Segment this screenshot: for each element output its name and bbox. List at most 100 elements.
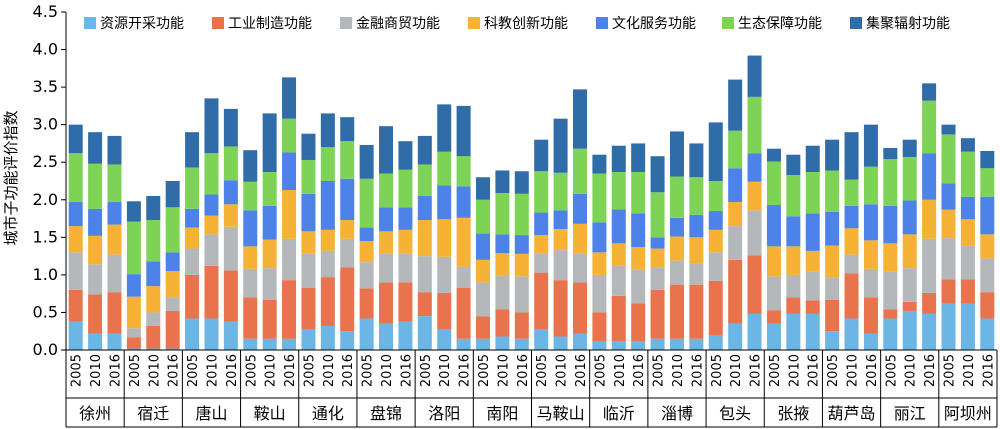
bar-segment-7	[126, 201, 141, 222]
bar-segment-5	[902, 200, 917, 235]
x-axis: 2005 2010 2016 徐州 2005 2010 2016 宿迁 2005 2010 2016…	[65, 349, 998, 428]
bar-segment-4	[495, 253, 510, 276]
bar-segment-5	[146, 261, 161, 287]
bar-segment-1	[107, 333, 122, 350]
bar-segment-3	[398, 253, 413, 283]
bar-segment-1	[243, 338, 258, 350]
x-year-label: 2016	[865, 354, 880, 387]
bar-segment-6	[883, 159, 898, 206]
bar-segment-3	[553, 250, 568, 281]
legend-label: 金融商贸功能	[356, 16, 440, 32]
bar-segment-6	[863, 166, 878, 205]
bar-segment-1	[204, 318, 219, 350]
bar-segment-6	[417, 164, 432, 197]
bar-segment-6	[631, 171, 646, 214]
y-axis-label: 城市子功能评价指数	[2, 110, 20, 245]
bar-segment-6	[728, 130, 743, 169]
bar-segment-2	[592, 312, 607, 341]
bar-segment-2	[165, 310, 180, 349]
bar-segment-4	[863, 240, 878, 269]
x-year-label: 2005	[710, 354, 725, 387]
x-year-label: 2016	[341, 354, 356, 387]
bar-segment-3	[689, 263, 704, 285]
bar-segment-3	[766, 276, 781, 311]
bar-segment-6	[282, 118, 297, 153]
bar-segment-4	[204, 215, 219, 235]
bar-segment-5	[883, 205, 898, 244]
bar-segment-6	[126, 221, 141, 275]
bar-segment-3	[88, 264, 103, 295]
bar-segment-2	[902, 301, 917, 311]
bar-segment-1	[320, 325, 335, 350]
bar-segment-4	[379, 231, 394, 254]
bar-segment-7	[960, 138, 975, 152]
x-year-label: 2005	[652, 354, 667, 387]
bar-segment-5	[805, 213, 820, 251]
bar-segment-4	[165, 271, 180, 298]
bar-segment-6	[495, 193, 510, 235]
bar-segment-3	[282, 238, 297, 281]
bar-segment-2	[320, 277, 335, 326]
bar-segment-2	[262, 299, 277, 339]
x-year-label: 2005	[361, 354, 376, 387]
bar-segment-4	[572, 223, 587, 254]
bar-segment-1	[844, 318, 859, 350]
bar-segment-6	[805, 171, 820, 214]
bar-segment-7	[88, 132, 103, 164]
bar-segment-3	[611, 265, 626, 296]
y-tick-label: 3.5	[33, 77, 58, 96]
x-year-label: 2005	[302, 354, 317, 387]
bar-segment-3	[941, 238, 956, 280]
bar-segment-2	[126, 337, 141, 349]
bar-segment-4	[980, 234, 995, 259]
bar-segment-7	[146, 196, 161, 221]
bar-segment-7	[902, 139, 917, 157]
bar-segment-7	[223, 108, 238, 147]
bar-segment-1	[359, 318, 374, 350]
x-year-label: 2005	[535, 354, 550, 387]
bar-segment-5	[320, 181, 335, 230]
bar-segment-3	[417, 256, 432, 293]
bar-segment-1	[747, 313, 762, 350]
bar-segment-2	[301, 287, 316, 329]
bar-segment-5	[669, 217, 684, 237]
bar-segment-6	[107, 164, 122, 203]
bar-segment-7	[262, 113, 277, 172]
bar-segment-5	[107, 202, 122, 225]
bar-segment-4	[223, 204, 238, 227]
bar-segment-2	[863, 297, 878, 334]
bar-segment-1	[88, 333, 103, 350]
bar-segment-4	[650, 248, 665, 268]
bar-segment-6	[747, 96, 762, 154]
x-year-label: 2010	[205, 354, 220, 387]
bar-segment-3	[883, 271, 898, 310]
bar-segment-1	[728, 323, 743, 350]
legend-swatch	[722, 17, 734, 29]
bar-segment-6	[572, 148, 587, 194]
bar-segment-6	[320, 147, 335, 181]
y-tick-label: 0.0	[33, 340, 58, 359]
bar-segment-1	[902, 310, 917, 350]
y-tick-label: 4.5	[33, 2, 58, 21]
bar-segment-1	[766, 323, 781, 350]
bar-segment-5	[301, 193, 316, 232]
bar-segment-5	[456, 186, 471, 218]
bar-segment-4	[243, 246, 258, 269]
x-year-label: 2016	[690, 354, 705, 387]
bar-segment-3	[825, 277, 840, 300]
bar-segment-4	[708, 229, 723, 253]
x-city-label: 盘锦	[370, 404, 402, 423]
bar-segment-6	[437, 151, 452, 186]
bar-segment-1	[456, 338, 471, 350]
bar-segment-7	[534, 139, 549, 172]
bar-segment-5	[476, 233, 491, 260]
bar-segment-6	[398, 169, 413, 208]
bar-segment-2	[456, 287, 471, 339]
bar-segment-7	[766, 148, 781, 162]
bar-segment-5	[922, 153, 937, 200]
bar-segment-5	[398, 207, 413, 230]
bar-segment-5	[708, 211, 723, 230]
bar-segment-2	[960, 279, 975, 304]
legend-label: 文化服务功能	[612, 16, 696, 32]
bar-segment-3	[243, 268, 258, 298]
